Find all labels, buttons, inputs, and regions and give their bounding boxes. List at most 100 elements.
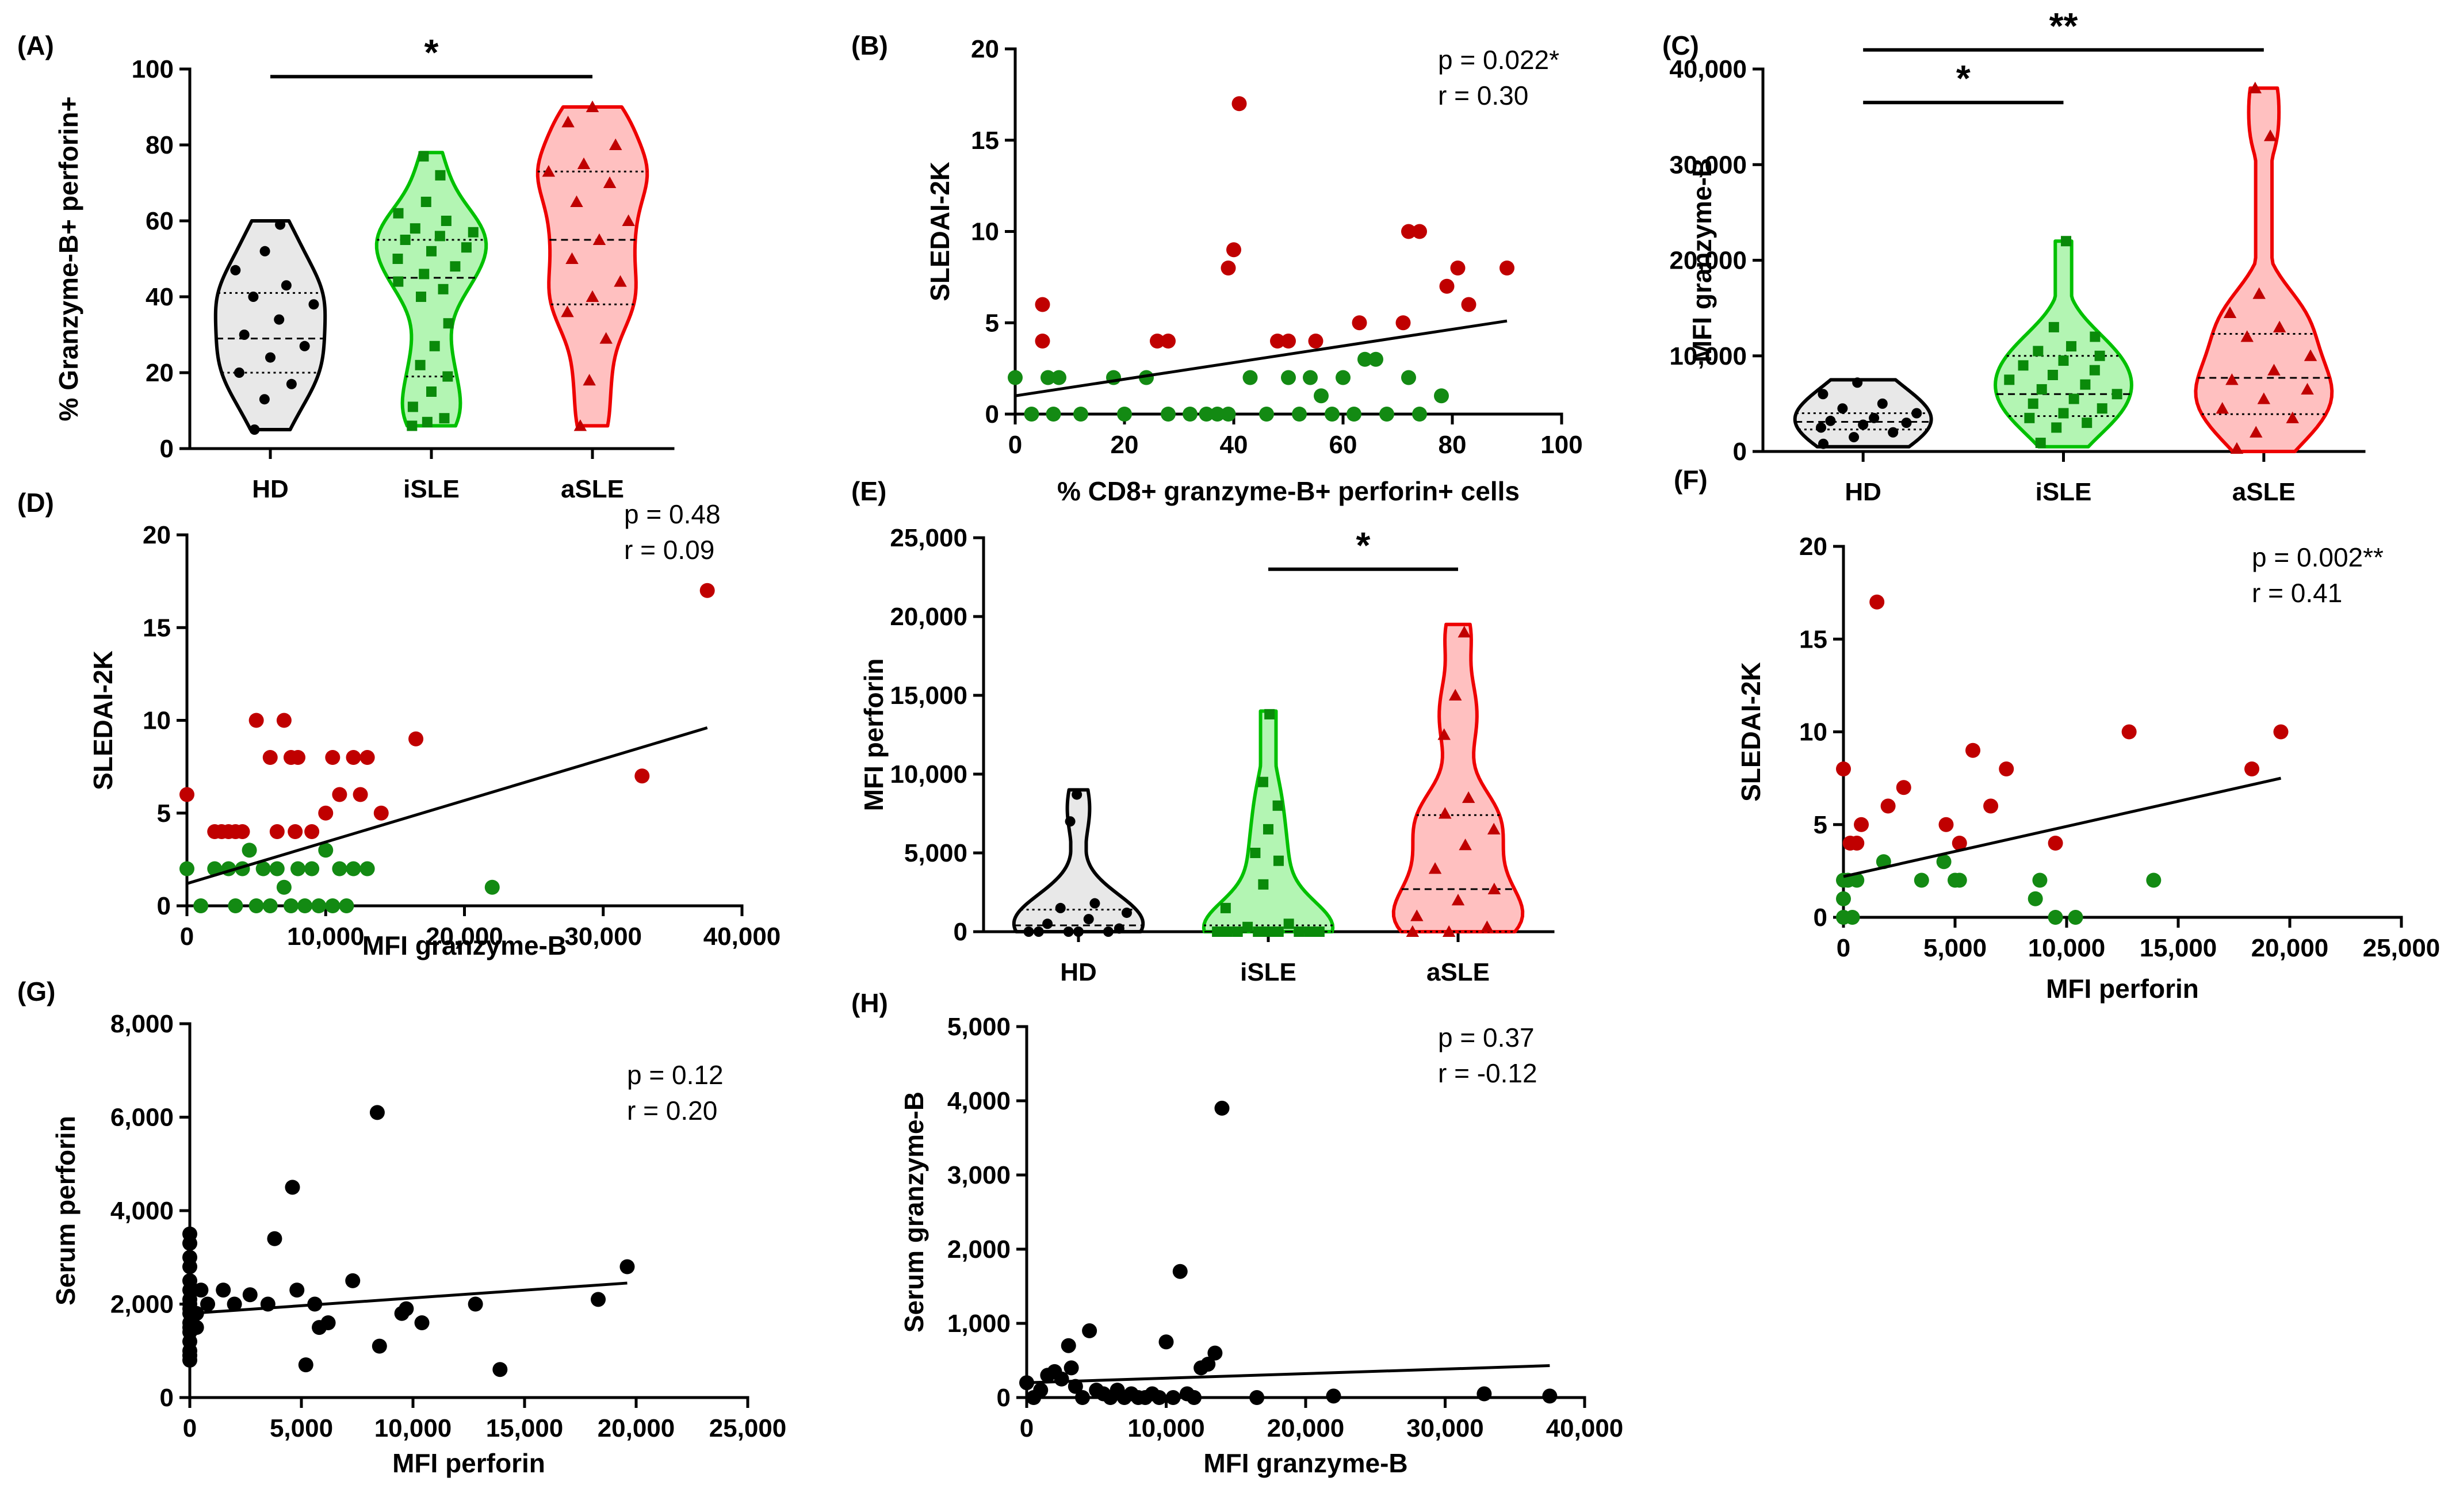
data-point xyxy=(1272,800,1283,811)
data-point xyxy=(2250,426,2263,438)
data-point xyxy=(1434,388,1449,404)
data-point xyxy=(2223,306,2237,318)
data-point xyxy=(599,332,613,344)
data-point xyxy=(1481,920,1494,932)
data-point xyxy=(1294,927,1305,937)
data-point xyxy=(614,275,627,287)
x-axis-label: MFI perforin xyxy=(392,1448,545,1478)
data-point xyxy=(1250,848,1261,858)
panel-h: (H) 0 1,000 2,000 3,000 4,000 5,000 Serum granz… xyxy=(851,988,1623,1478)
data-point xyxy=(242,1287,258,1303)
y-axis-label: % Granzyme-B+ perforin+ xyxy=(53,97,83,422)
data-point xyxy=(2146,872,2162,888)
x-tick-label: 5,000 xyxy=(270,1414,333,1442)
data-point xyxy=(1200,1356,1216,1372)
data-point xyxy=(561,305,574,317)
data-point xyxy=(570,195,583,207)
data-point xyxy=(1357,351,1372,367)
data-point xyxy=(283,898,299,913)
y-tick-label: 5,000 xyxy=(947,1013,1011,1041)
data-point xyxy=(285,1180,300,1195)
data-point xyxy=(2267,363,2281,376)
data-point xyxy=(1965,742,1981,758)
panel-g: (G) 0 2,000 4,000 6,000 8,000 Serum perforin 0 5… xyxy=(17,977,786,1478)
data-point xyxy=(1082,1323,1097,1338)
y-tick-label: 5 xyxy=(1814,811,1827,839)
y-tick-label: 6,000 xyxy=(110,1104,174,1132)
stat-annotation: p = 0.48 xyxy=(624,499,721,529)
data-point xyxy=(393,208,404,219)
data-point xyxy=(346,750,361,765)
data-point xyxy=(332,787,347,802)
data-point xyxy=(439,413,450,424)
data-point xyxy=(1121,908,1132,918)
y-tick-label: 0 xyxy=(160,435,174,463)
data-point xyxy=(1249,1390,1265,1405)
y-tick-label: 4,000 xyxy=(947,1087,1011,1115)
data-point xyxy=(426,246,437,257)
x-axis-label: MFI granzyme-B xyxy=(1203,1448,1407,1478)
x-tick-label: 100 xyxy=(1540,431,1582,459)
data-point xyxy=(1911,408,1922,419)
data-point xyxy=(407,420,418,431)
data-point xyxy=(591,1292,606,1307)
data-point xyxy=(262,750,278,765)
data-point xyxy=(1257,776,1268,787)
panel-label-d: (D) xyxy=(17,488,54,518)
data-point xyxy=(1035,297,1050,312)
x-tick-label: 20,000 xyxy=(2251,934,2329,962)
data-point xyxy=(1199,407,1214,422)
data-point xyxy=(2051,422,2062,433)
y-tick-label: 1,000 xyxy=(947,1310,1011,1338)
panel-label-e: (E) xyxy=(851,476,886,506)
data-point xyxy=(265,352,276,363)
data-point xyxy=(1462,791,1475,803)
data-point xyxy=(1303,370,1318,385)
data-point xyxy=(1347,407,1361,422)
stat-annotation: p = 0.002** xyxy=(2252,542,2384,572)
data-point xyxy=(441,216,452,226)
data-point xyxy=(359,750,375,765)
data-point xyxy=(420,197,431,207)
data-point xyxy=(1877,398,1888,409)
data-point xyxy=(1476,1386,1492,1402)
data-point xyxy=(325,898,341,913)
data-point xyxy=(443,318,454,329)
data-point xyxy=(288,824,303,839)
y-tick-label: 5,000 xyxy=(904,839,967,867)
data-point xyxy=(216,1283,231,1298)
data-point xyxy=(1165,1390,1181,1405)
x-tick-label: 60 xyxy=(1329,431,1357,459)
data-point xyxy=(346,861,361,876)
data-point xyxy=(1042,918,1053,929)
data-point xyxy=(1849,432,1860,443)
data-point xyxy=(1450,261,1466,275)
data-point xyxy=(1849,836,1865,851)
regression-line xyxy=(1843,776,2282,878)
data-point xyxy=(1222,927,1233,937)
panel-label-a: (A) xyxy=(17,30,54,60)
data-point xyxy=(332,861,347,876)
data-point xyxy=(1406,925,1420,937)
x-tick-label: aSLE xyxy=(1426,958,1490,986)
data-point xyxy=(290,861,305,876)
data-point xyxy=(2089,365,2100,376)
data-point xyxy=(1487,822,1501,835)
data-point xyxy=(2068,393,2079,404)
y-axis-label: Serum granzyme-B xyxy=(899,1092,929,1333)
panel-e: (E) 0 5,000 10,000 15,000 20,000 25,000 MFI per… xyxy=(851,476,1555,986)
data-point xyxy=(622,214,635,226)
panel-label-c: (C) xyxy=(1662,30,1699,60)
data-point xyxy=(2061,236,2072,247)
data-point xyxy=(1281,370,1296,385)
data-point xyxy=(2111,389,2122,400)
panel-b: (B) 0 5 10 15 20 SLEDAI-2K 0 20 40 60 80 100 % CD8+ g… xyxy=(851,30,1583,506)
data-point xyxy=(1075,1390,1090,1405)
regression-line xyxy=(1015,319,1508,397)
stat-annotation: r = 0.20 xyxy=(627,1096,717,1126)
x-tick-label: HD xyxy=(1845,478,1881,506)
data-point xyxy=(1187,1390,1202,1405)
violin-asle xyxy=(2194,86,2334,453)
y-tick-label: 15 xyxy=(1799,625,1827,653)
